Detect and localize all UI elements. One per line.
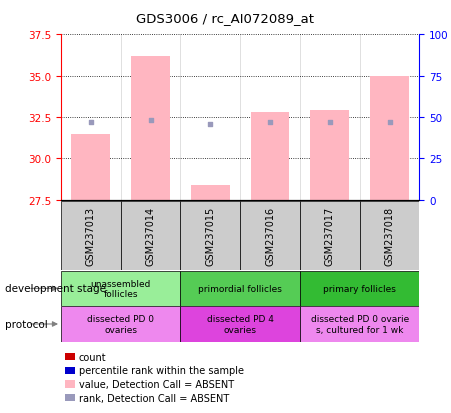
Text: GSM237018: GSM237018 xyxy=(385,206,395,265)
Bar xyxy=(370,76,409,200)
Bar xyxy=(300,306,419,342)
Point xyxy=(87,119,94,126)
Point xyxy=(147,118,154,124)
Text: percentile rank within the sample: percentile rank within the sample xyxy=(79,366,244,375)
Text: dissected PD 0 ovarie
s, cultured for 1 wk: dissected PD 0 ovarie s, cultured for 1 … xyxy=(311,315,409,334)
Text: primary follicles: primary follicles xyxy=(323,284,396,293)
Text: primordial follicles: primordial follicles xyxy=(198,284,282,293)
Text: protocol: protocol xyxy=(5,319,47,329)
Text: GSM237015: GSM237015 xyxy=(205,206,215,266)
Bar xyxy=(61,271,180,306)
Text: GSM237014: GSM237014 xyxy=(146,206,156,265)
Bar xyxy=(180,271,300,306)
Bar xyxy=(61,306,180,342)
Text: GSM237017: GSM237017 xyxy=(325,206,335,266)
Bar xyxy=(131,57,170,200)
Bar xyxy=(240,201,300,271)
Text: development stage: development stage xyxy=(5,284,106,294)
Point xyxy=(267,119,274,126)
Point xyxy=(207,121,214,128)
Text: rank, Detection Call = ABSENT: rank, Detection Call = ABSENT xyxy=(79,393,229,403)
Bar xyxy=(180,201,240,271)
Point xyxy=(326,119,333,126)
Text: dissected PD 4
ovaries: dissected PD 4 ovaries xyxy=(207,315,274,334)
Text: GSM237013: GSM237013 xyxy=(86,206,96,265)
Bar xyxy=(300,201,359,271)
Text: count: count xyxy=(79,352,106,362)
Bar xyxy=(191,185,230,200)
Bar xyxy=(359,201,419,271)
Text: GDS3006 / rc_AI072089_at: GDS3006 / rc_AI072089_at xyxy=(137,12,314,25)
Point xyxy=(386,119,393,126)
Text: value, Detection Call = ABSENT: value, Detection Call = ABSENT xyxy=(79,379,234,389)
Bar xyxy=(180,306,300,342)
Bar xyxy=(121,201,180,271)
Bar xyxy=(251,113,290,200)
Text: GSM237016: GSM237016 xyxy=(265,206,275,265)
Bar xyxy=(310,111,349,200)
Bar xyxy=(61,201,121,271)
Text: dissected PD 0
ovaries: dissected PD 0 ovaries xyxy=(87,315,154,334)
Text: unassembled
follicles: unassembled follicles xyxy=(91,279,151,298)
Bar xyxy=(71,134,110,200)
Bar xyxy=(300,271,419,306)
